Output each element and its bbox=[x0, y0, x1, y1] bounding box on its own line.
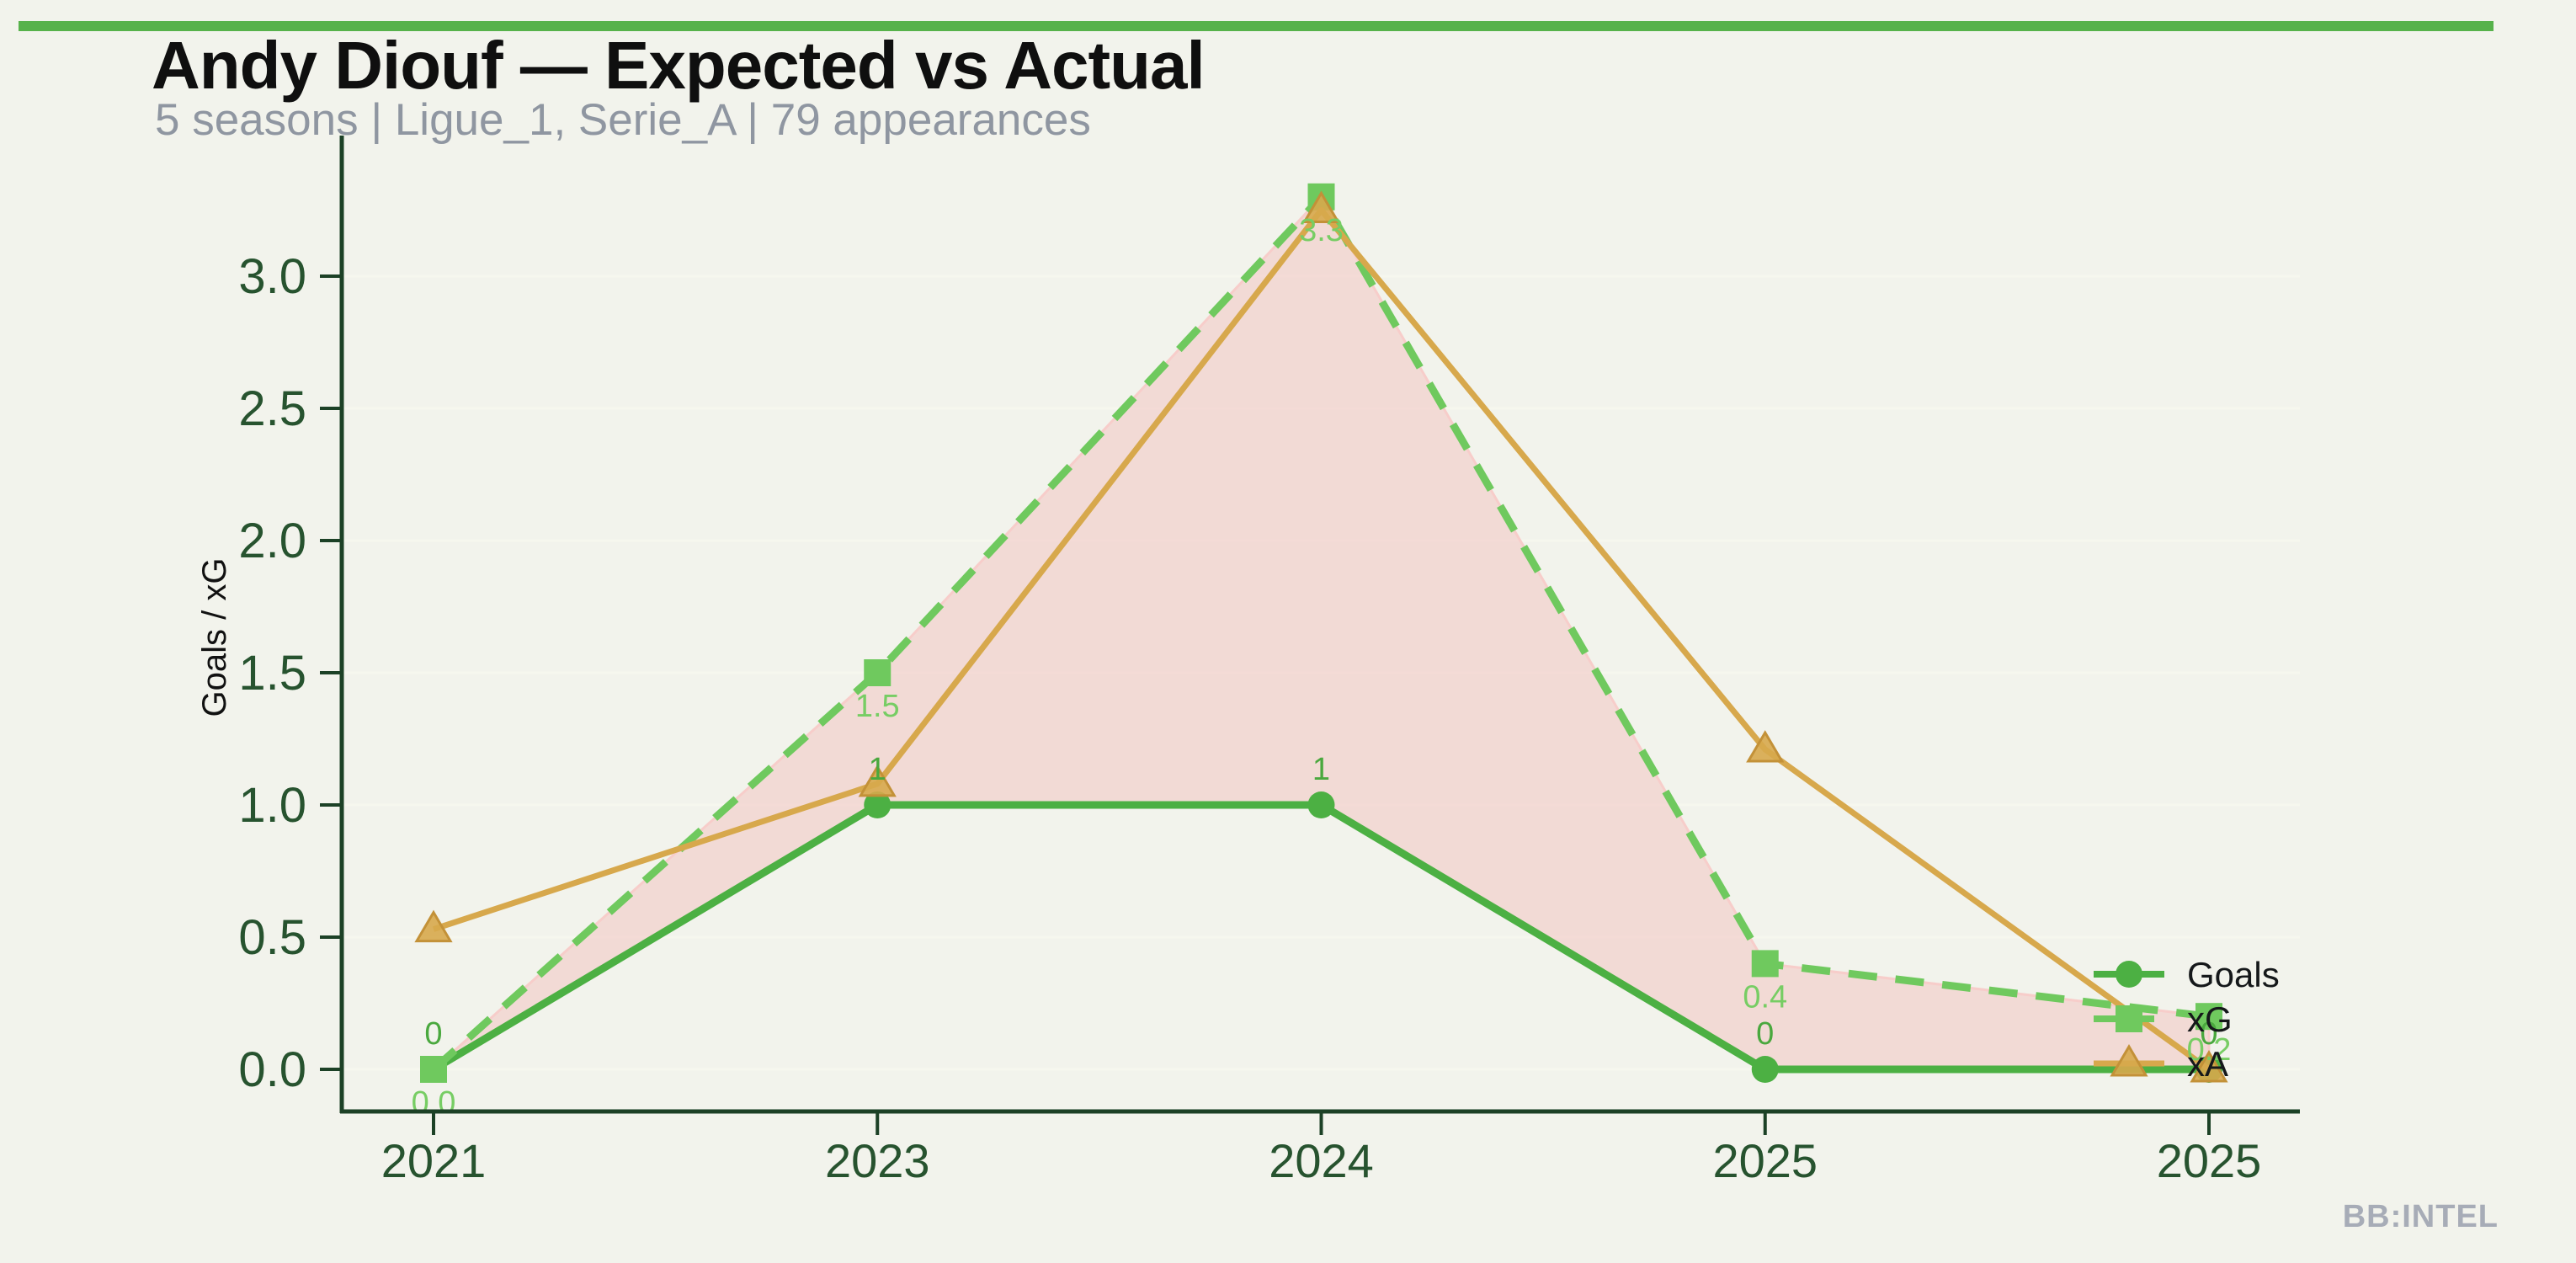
goals-marker bbox=[1307, 791, 1335, 818]
xg-marker bbox=[2195, 1003, 2222, 1031]
page-title: Andy Diouf — Expected vs Actual bbox=[152, 28, 1206, 103]
x-tick-label: 2021 bbox=[381, 1134, 487, 1187]
goals-point-label: 0 bbox=[424, 1016, 442, 1052]
goals-point-label: 1 bbox=[869, 752, 886, 787]
legend-item-xg: xG bbox=[2094, 999, 2233, 1039]
y-tick-label: 1.0 bbox=[238, 778, 306, 833]
xa-marker bbox=[2110, 1044, 2148, 1077]
legend-label: xA bbox=[2187, 1044, 2228, 1084]
fill-between-area bbox=[433, 195, 2211, 1071]
goals-marker bbox=[2116, 961, 2142, 988]
legend: Goals xG xA bbox=[2094, 955, 2280, 1084]
xg-point-label: 0.4 bbox=[1743, 979, 1787, 1015]
legend-label: xG bbox=[2187, 999, 2233, 1039]
y-tick-label: 1.5 bbox=[238, 646, 306, 701]
xg-point-label: 1.5 bbox=[855, 689, 900, 724]
legend-item-xa: xA bbox=[2094, 1044, 2228, 1084]
fill-between-layer bbox=[433, 195, 2211, 1071]
xg-marker bbox=[420, 1056, 447, 1083]
y-tick-label: 0.5 bbox=[238, 910, 306, 965]
xg-marker bbox=[864, 659, 891, 686]
y-tick-label: 3.0 bbox=[238, 249, 306, 304]
x-tick-label: 2025 bbox=[1712, 1134, 1818, 1187]
goals-point-label: 0 bbox=[2200, 1016, 2217, 1052]
xa-marker bbox=[414, 909, 453, 943]
page-subtitle: 5 seasons | Ligue_1, Serie_A | 79 appear… bbox=[155, 95, 1091, 145]
goals-marker bbox=[864, 791, 891, 818]
xg-marker bbox=[1751, 950, 1779, 978]
xg-point-label: 0.2 bbox=[2187, 1032, 2232, 1068]
goals-point-label: 1 bbox=[1312, 752, 1330, 787]
legend-label: Goals bbox=[2187, 955, 2280, 994]
x-tick-label: 2025 bbox=[2157, 1134, 2262, 1187]
x-tick-label: 2023 bbox=[825, 1134, 930, 1187]
y-axis-label: Goals / xG bbox=[196, 558, 233, 717]
watermark: BB:INTEL bbox=[2342, 1199, 2499, 1234]
top-accent-bar bbox=[19, 21, 2494, 31]
legend-item-goals: Goals bbox=[2094, 955, 2280, 994]
xg-marker bbox=[2116, 1005, 2142, 1032]
xa-series bbox=[414, 190, 2228, 1083]
xa-marker bbox=[1301, 190, 1341, 223]
xa-marker bbox=[1746, 730, 1785, 763]
goals-point-label: 0 bbox=[1756, 1016, 1774, 1052]
goals-marker bbox=[1751, 1056, 1779, 1083]
x-tick-label: 2024 bbox=[1269, 1134, 1374, 1187]
axes-layer: 0.0 0.5 1.0 1.5 2.0 2.5 3.0 2021 2023 2024 2025 202… bbox=[238, 136, 2300, 1187]
xa-marker bbox=[2190, 1050, 2228, 1083]
xa-marker bbox=[858, 764, 897, 797]
series-layer bbox=[414, 183, 2228, 1083]
y-tick-label: 0.0 bbox=[238, 1042, 306, 1097]
y-tick-label: 2.0 bbox=[238, 514, 306, 568]
y-tick-label: 2.5 bbox=[238, 381, 306, 436]
xg-point-label: 3.3 bbox=[1299, 213, 1344, 248]
